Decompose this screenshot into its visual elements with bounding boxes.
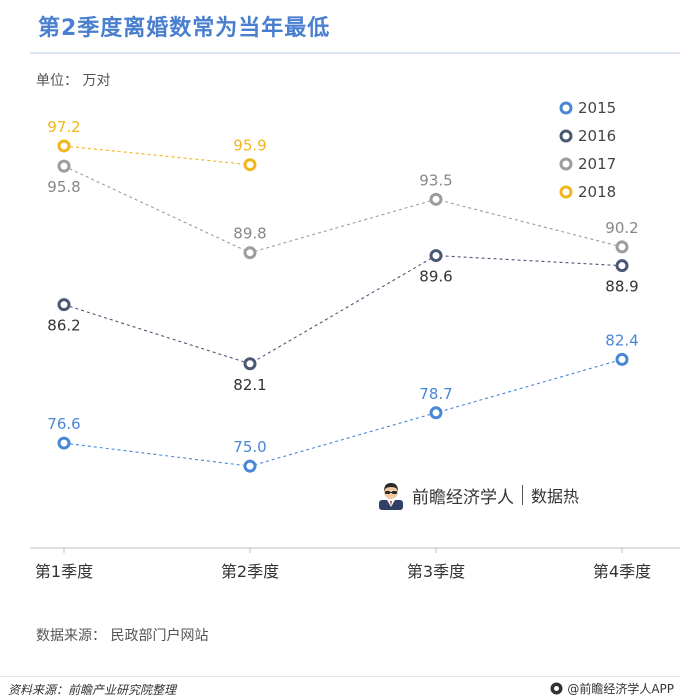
data-point-2015 (57, 436, 71, 450)
data-label-2015: 76.6 (47, 415, 80, 433)
data-point-2018 (243, 158, 257, 172)
brand-name: 前瞻经济学人 (412, 487, 514, 508)
brand-badge: 前瞻经济学人 数据热 (376, 480, 579, 510)
series-line-2015 (63, 358, 623, 467)
data-label-2017: 95.8 (47, 178, 80, 196)
person-avatar-icon (379, 483, 403, 510)
data-label-2016: 82.1 (233, 376, 266, 394)
footer-app: @前瞻经济学人APP (550, 680, 674, 697)
data-point-2018 (57, 139, 71, 153)
series-line-2018 (63, 145, 251, 166)
footer-app-label: @前瞻经济学人APP (567, 682, 674, 696)
data-point-2015 (615, 352, 629, 366)
title-divider (30, 52, 680, 54)
data-label-2017: 90.2 (605, 219, 638, 237)
data-point-2015 (429, 406, 443, 420)
data-label-2018: 97.2 (47, 118, 80, 136)
data-label-2016: 88.9 (605, 278, 638, 296)
chart-title: 第2季度离婚数常为当年最低 (38, 16, 331, 41)
data-point-2016 (243, 357, 257, 371)
x-tick-label: 第1季度 (35, 562, 93, 581)
x-tick-label: 第3季度 (407, 562, 465, 581)
x-tick-label: 第2季度 (221, 562, 279, 581)
legend-label-2017: 2017 (578, 155, 616, 173)
legend-marker-2016 (559, 129, 573, 143)
data-point-2017 (615, 240, 629, 254)
legend-marker-2017 (559, 157, 573, 171)
data-point-2016 (57, 298, 71, 312)
data-label-2017: 89.8 (233, 225, 266, 243)
data-point-2015 (243, 459, 257, 473)
data-label-2016: 86.2 (47, 317, 80, 335)
unit-label: 单位： 万对 (36, 73, 111, 89)
data-label-2016: 89.6 (419, 268, 452, 286)
brand-separator (522, 485, 523, 505)
data-source: 数据来源： 民政部门户网站 (36, 628, 209, 644)
footer-source: 资料来源：前瞻产业研究院整理 (8, 683, 177, 697)
x-tick-label: 第4季度 (593, 562, 651, 581)
data-point-2017 (243, 246, 257, 260)
data-point-2017 (429, 192, 443, 206)
data-point-2016 (615, 259, 629, 273)
data-point-2016 (429, 249, 443, 263)
data-point-2017 (57, 159, 71, 173)
series-line-2017 (63, 165, 623, 254)
legend-label-2015: 2015 (578, 99, 616, 117)
legend-label-2016: 2016 (578, 127, 616, 145)
data-label-2015: 78.7 (419, 385, 452, 403)
series-line-2016 (63, 255, 623, 365)
legend-label-2018: 2018 (578, 183, 616, 201)
app-logo-icon (550, 682, 563, 695)
brand-subtitle: 数据热 (531, 487, 580, 506)
footer-bar: 资料来源：前瞻产业研究院整理 @前瞻经济学人APP (0, 676, 680, 700)
legend-marker-2015 (559, 101, 573, 115)
legend-marker-2018 (559, 185, 573, 199)
data-label-2017: 93.5 (419, 171, 452, 189)
data-label-2015: 82.4 (605, 331, 638, 349)
data-label-2015: 75.0 (233, 438, 266, 456)
data-label-2018: 95.9 (233, 137, 266, 155)
